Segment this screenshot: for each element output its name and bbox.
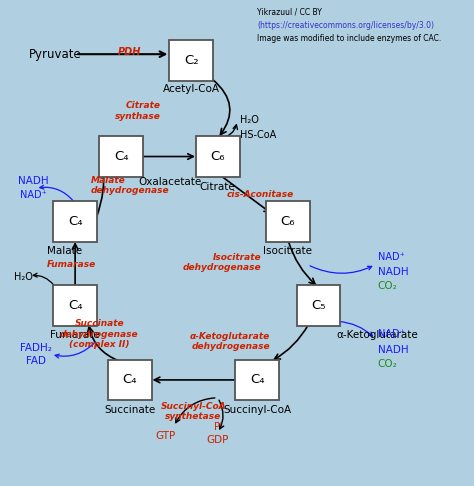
Text: PDH: PDH — [118, 47, 142, 57]
FancyBboxPatch shape — [108, 360, 152, 400]
Text: HS-CoA: HS-CoA — [239, 130, 276, 140]
FancyBboxPatch shape — [53, 285, 97, 326]
Text: α-Ketoglutarate: α-Ketoglutarate — [336, 330, 418, 340]
Text: Succinyl-CoA
synthetase: Succinyl-CoA synthetase — [161, 401, 226, 421]
Text: Oxalacetate: Oxalacetate — [139, 177, 202, 187]
Text: H₂O: H₂O — [14, 272, 33, 281]
Text: Succinate: Succinate — [104, 405, 155, 415]
Text: Malate: Malate — [46, 246, 82, 256]
Text: C₄: C₄ — [250, 373, 264, 386]
Text: Citrate
synthase: Citrate synthase — [115, 101, 161, 121]
Text: FAD: FAD — [26, 356, 46, 365]
Text: CO₂: CO₂ — [378, 359, 397, 369]
FancyBboxPatch shape — [266, 201, 310, 242]
Text: Fumarase: Fumarase — [46, 260, 96, 269]
Text: NAD⁺: NAD⁺ — [378, 252, 404, 262]
FancyBboxPatch shape — [99, 136, 143, 177]
Text: NAD⁺: NAD⁺ — [20, 190, 47, 200]
Text: Isocitrate: Isocitrate — [263, 246, 312, 256]
Text: FADH₂: FADH₂ — [20, 343, 52, 353]
Text: Succinyl-CoA: Succinyl-CoA — [223, 405, 291, 415]
Text: NAD⁺: NAD⁺ — [378, 330, 404, 339]
Text: Pyruvate: Pyruvate — [29, 48, 82, 61]
Text: Yikrazuul / CC BY: Yikrazuul / CC BY — [257, 8, 322, 17]
Text: C₄: C₄ — [114, 150, 128, 163]
FancyBboxPatch shape — [196, 136, 239, 177]
Text: GDP: GDP — [207, 435, 229, 445]
FancyBboxPatch shape — [235, 360, 279, 400]
Text: NADH: NADH — [378, 267, 408, 277]
Text: NADH: NADH — [18, 175, 49, 186]
Text: NADH: NADH — [378, 345, 408, 355]
Text: Isocitrate
dehydrogenase: Isocitrate dehydrogenase — [183, 253, 262, 272]
Text: C₄: C₄ — [123, 373, 137, 386]
Text: C₂: C₂ — [184, 54, 199, 67]
Text: Malate
dehydrogenase: Malate dehydrogenase — [91, 175, 169, 195]
Text: GTP: GTP — [155, 431, 175, 441]
FancyBboxPatch shape — [297, 285, 340, 326]
Text: Fumarate: Fumarate — [50, 330, 100, 340]
Text: Pᴵ: Pᴵ — [214, 421, 221, 432]
Text: C₅: C₅ — [311, 299, 326, 312]
Text: cis-Aconitase: cis-Aconitase — [227, 191, 294, 199]
Text: C₆: C₆ — [210, 150, 225, 163]
FancyBboxPatch shape — [53, 201, 97, 242]
Text: CO₂: CO₂ — [378, 281, 397, 291]
Text: Succinate
dehydrogenase
(complex II): Succinate dehydrogenase (complex II) — [60, 319, 138, 349]
Text: C₄: C₄ — [68, 299, 82, 312]
Text: Acetyl-CoA: Acetyl-CoA — [163, 85, 220, 94]
Text: Image was modified to include enzymes of CAC.: Image was modified to include enzymes of… — [257, 35, 441, 43]
Text: α-Ketoglutarate
dehydrogenase: α-Ketoglutarate dehydrogenase — [190, 332, 270, 351]
Text: H₂O: H₂O — [239, 116, 258, 125]
Text: C₄: C₄ — [68, 215, 82, 228]
Text: Citrate: Citrate — [200, 181, 236, 191]
Text: C₆: C₆ — [281, 215, 295, 228]
Text: (https://creativecommons.org/licenses/by/3.0): (https://creativecommons.org/licenses/by… — [257, 21, 434, 30]
FancyBboxPatch shape — [169, 40, 213, 81]
